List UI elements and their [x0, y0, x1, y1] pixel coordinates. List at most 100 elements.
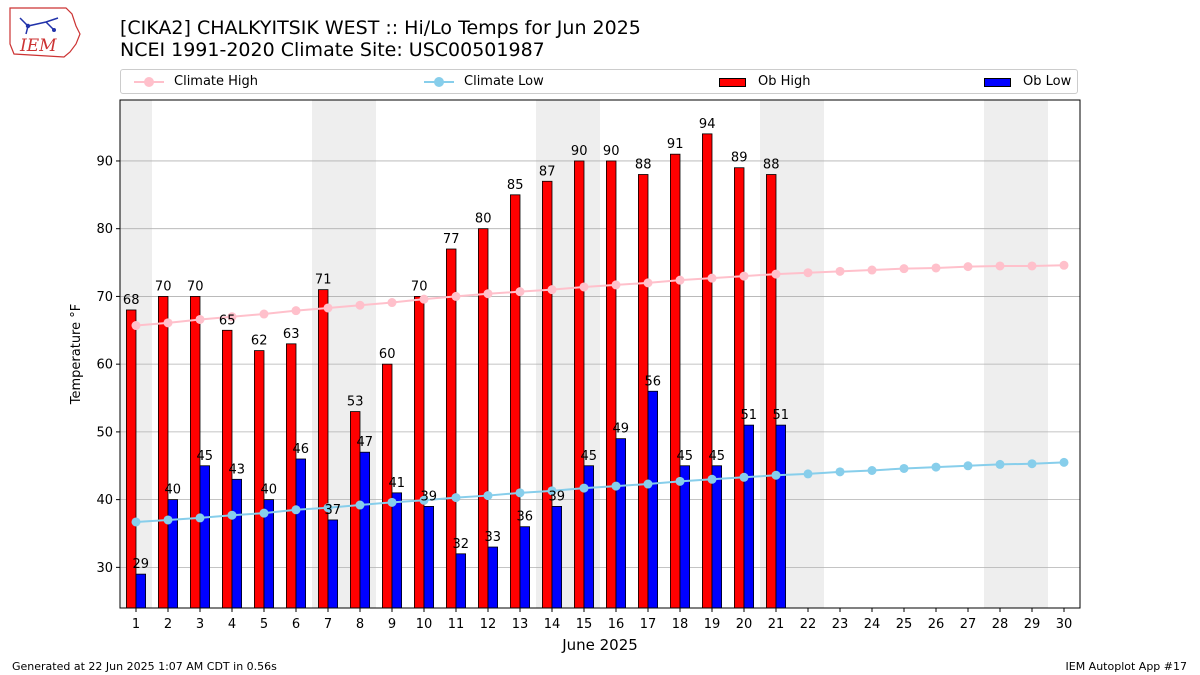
- ob-high-label-15: 90: [571, 144, 588, 159]
- climate-high-point-13: [515, 287, 525, 297]
- climate-high-point-29: [1027, 261, 1037, 271]
- climate-high-point-12: [483, 289, 493, 299]
- climate-low-point-8: [355, 500, 365, 510]
- ob-low-bar-16: [615, 438, 627, 609]
- ob-low-bar-10: [423, 505, 435, 609]
- ob-low-bar-3: [199, 465, 211, 609]
- climate-high-point-3: [195, 314, 205, 324]
- ob-low-label-5: 40: [261, 483, 278, 498]
- ob-low-label-11: 32: [453, 537, 470, 552]
- ob-high-label-19: 94: [699, 117, 716, 132]
- ob-low-label-7: 37: [325, 503, 342, 518]
- ob-low-label-18: 45: [677, 449, 694, 464]
- climate-high-point-18: [675, 275, 685, 285]
- climate-low-point-4: [227, 510, 237, 520]
- footer-generated: Generated at 22 Jun 2025 1:07 AM CDT in …: [12, 660, 277, 673]
- ob-high-swatch: [719, 77, 746, 87]
- xtick-label-20: 20: [736, 617, 753, 632]
- ob-high-label-13: 85: [507, 178, 524, 193]
- xtick-label-5: 5: [260, 617, 268, 632]
- climate-low-point-13: [515, 488, 525, 498]
- ob-low-label-14: 39: [549, 489, 566, 504]
- climate-low-point-25: [899, 463, 909, 473]
- xtick-label-9: 9: [388, 617, 396, 632]
- climate-low-point-18: [675, 476, 685, 486]
- ob-high-bar-10: [413, 296, 425, 609]
- xtick-label-2: 2: [164, 617, 172, 632]
- climate-high-swatch: [134, 77, 164, 87]
- climate-high-point-26: [931, 263, 941, 273]
- climate-high-point-20: [739, 271, 749, 281]
- ob-low-bar-6: [295, 458, 307, 609]
- legend-climate-high: Climate High: [134, 74, 258, 90]
- climate-low-point-28: [995, 459, 1005, 469]
- climate-low-line: [135, 461, 1065, 523]
- ob-high-label-12: 80: [475, 212, 492, 227]
- climate-low-point-2: [163, 515, 173, 525]
- ob-low-bar-19: [711, 465, 723, 609]
- ob-high-label-18: 91: [667, 137, 684, 152]
- legend-climate-low-label: Climate Low: [464, 74, 544, 89]
- xtick-label-8: 8: [356, 617, 364, 632]
- climate-low-point-26: [931, 462, 941, 472]
- ob-low-bar-2: [167, 499, 179, 609]
- ob-high-bar-13: [509, 194, 521, 609]
- ob-low-label-19: 45: [709, 449, 726, 464]
- ytick-label-60: 60: [96, 358, 113, 373]
- climate-low-point-11: [451, 493, 461, 503]
- climate-high-point-30: [1059, 260, 1069, 270]
- xtick-label-17: 17: [640, 617, 657, 632]
- ytick-label-50: 50: [96, 425, 113, 440]
- xtick-label-23: 23: [832, 617, 849, 632]
- climate-high-point-19: [707, 273, 717, 283]
- xtick-label-6: 6: [292, 617, 300, 632]
- ob-high-label-2: 70: [155, 279, 172, 294]
- xtick-label-12: 12: [480, 617, 497, 632]
- ob-low-label-20: 51: [741, 408, 758, 423]
- ob-low-bar-5: [263, 499, 275, 609]
- ob-high-label-3: 70: [187, 279, 204, 294]
- ob-low-label-8: 47: [357, 435, 374, 450]
- ob-high-label-7: 71: [315, 273, 332, 288]
- weekend-shade-5: [984, 100, 1048, 608]
- ob-high-label-11: 77: [443, 232, 460, 247]
- ob-high-bar-18: [670, 153, 681, 609]
- climate-low-point-21: [771, 470, 781, 480]
- xtick-label-29: 29: [1024, 617, 1041, 632]
- climate-low-point-7: [323, 503, 333, 513]
- climate-high-point-21: [771, 269, 781, 279]
- ob-high-bar-12: [477, 228, 489, 609]
- xtick-label-18: 18: [672, 617, 689, 632]
- ytick-label-80: 80: [96, 222, 113, 237]
- logo-text: IEM: [19, 36, 57, 56]
- ob-high-label-6: 63: [283, 327, 300, 342]
- ob-high-label-1: 68: [123, 293, 140, 308]
- climate-high-line: [135, 264, 1065, 327]
- xtick-label-10: 10: [416, 617, 433, 632]
- climate-high-point-7: [323, 303, 333, 313]
- climate-high-point-1: [131, 321, 141, 331]
- climate-high-point-23: [835, 266, 845, 276]
- ob-low-label-2: 40: [165, 483, 182, 498]
- ob-low-bar-21: [775, 424, 787, 609]
- climate-low-point-5: [259, 508, 269, 518]
- ob-low-bar-4: [231, 478, 243, 609]
- ob-high-bar-3: [189, 296, 201, 609]
- ob-low-label-3: 45: [197, 449, 214, 464]
- ob-low-bar-13: [519, 526, 531, 609]
- ob-low-label-10: 39: [421, 489, 438, 504]
- xtick-label-27: 27: [960, 617, 977, 632]
- xtick-label-22: 22: [800, 617, 817, 632]
- ob-high-bar-11: [445, 248, 457, 609]
- climate-low-point-1: [131, 517, 141, 527]
- ob-low-bar-1: [135, 573, 147, 609]
- xtick-label-19: 19: [704, 617, 721, 632]
- weekend-shade-4: [760, 100, 824, 608]
- ob-high-bar-5: [253, 350, 265, 609]
- ob-high-bar-1: [126, 309, 137, 609]
- climate-high-point-15: [579, 282, 589, 292]
- weekend-shade-2: [312, 100, 376, 608]
- xtick-label-4: 4: [228, 617, 236, 632]
- ytick-label-40: 40: [96, 493, 113, 508]
